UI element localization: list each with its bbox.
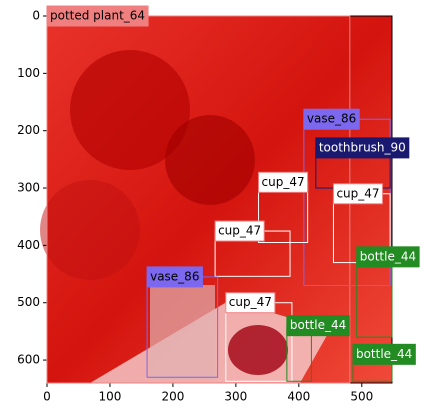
detection-label: cup_47 xyxy=(218,224,261,238)
detection-label-bg xyxy=(258,171,309,193)
detection-label-bg xyxy=(225,292,276,314)
x-tick-label: 400 xyxy=(287,390,310,404)
detection-label: potted plant_64 xyxy=(50,9,145,23)
detection-label: vase_86 xyxy=(150,269,199,283)
detection-label: bottle_44 xyxy=(356,347,412,361)
detection-label-bg xyxy=(303,108,360,130)
detection-label-bg xyxy=(214,220,265,242)
detection-label-bg xyxy=(286,315,350,337)
detection-label-bg xyxy=(315,137,410,159)
detection-label: bottle_44 xyxy=(360,249,416,263)
y-tick-label: 400 xyxy=(17,238,40,252)
y-tick-label: 0 xyxy=(32,9,40,23)
y-tick-label: 300 xyxy=(17,181,40,195)
x-tick-label: 200 xyxy=(161,390,184,404)
y-tick-label: 200 xyxy=(17,123,40,137)
detection-label: vase_86 xyxy=(307,112,356,126)
detection-label-bg xyxy=(356,246,420,268)
y-tick-label: 100 xyxy=(17,66,40,80)
detection-label-bg xyxy=(146,266,203,288)
x-tick-label: 500 xyxy=(350,390,373,404)
detection-label-bg xyxy=(332,183,384,205)
detection-label: bottle_44 xyxy=(290,318,346,332)
x-tick-label: 100 xyxy=(99,390,122,404)
detection-label: cup_47 xyxy=(336,186,379,200)
detection-label: cup_47 xyxy=(229,295,272,309)
detection-label-bg xyxy=(352,343,416,365)
y-tick-label: 500 xyxy=(17,295,40,309)
y-tick-label: 600 xyxy=(17,353,40,367)
detection-label: cup_47 xyxy=(262,175,305,189)
x-tick-label: 300 xyxy=(224,390,247,404)
detection-label-bg xyxy=(46,5,149,27)
x-tick-label: 0 xyxy=(43,390,51,404)
detection-label: toothbrush_90 xyxy=(319,140,406,154)
